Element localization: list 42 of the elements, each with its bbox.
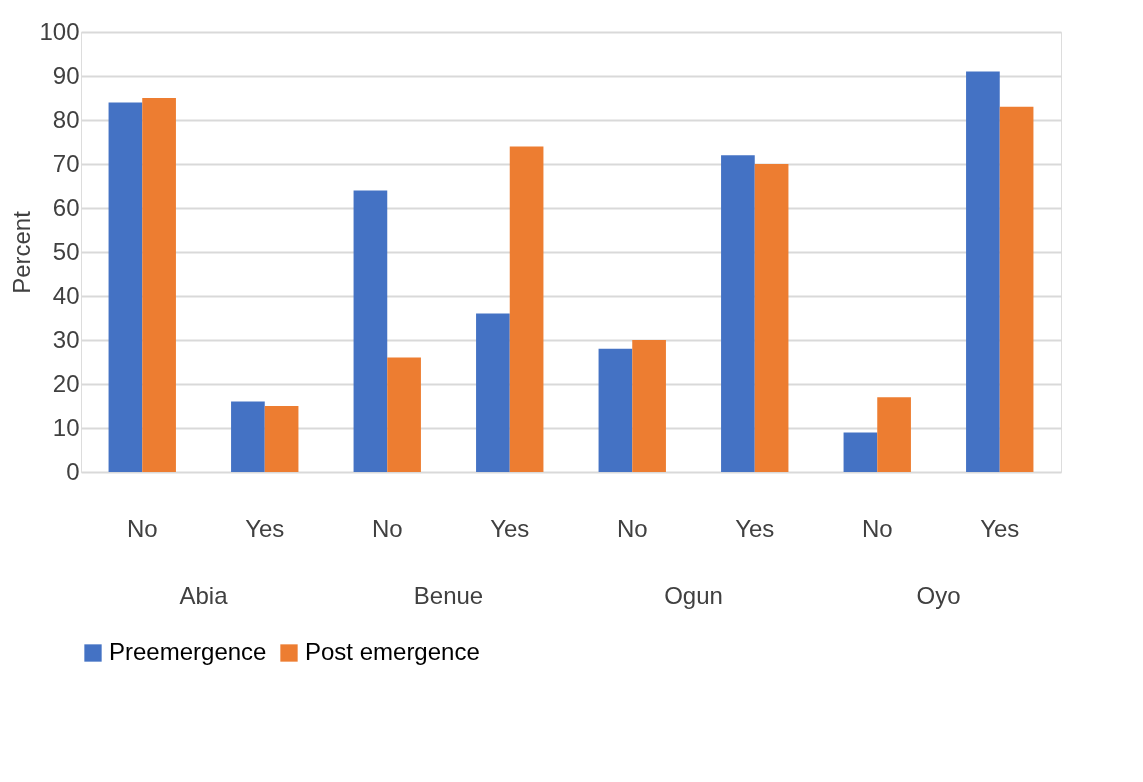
y-tick-label: 70 xyxy=(52,149,80,177)
bar xyxy=(843,432,878,472)
x-tick-label: Yes xyxy=(245,514,285,542)
legend-label: Preemergence xyxy=(109,638,267,665)
bar xyxy=(353,190,388,472)
y-tick-label: 10 xyxy=(52,413,80,441)
legend-label: Post emergence xyxy=(305,638,480,665)
y-tick-label: 60 xyxy=(52,193,80,221)
y-tick-label: 50 xyxy=(52,237,80,265)
bar xyxy=(877,397,911,472)
text: Ogun xyxy=(664,582,723,609)
y-tick-label: 20 xyxy=(52,369,80,397)
bar xyxy=(142,98,176,472)
bar xyxy=(598,348,633,472)
bar xyxy=(108,102,143,472)
bar xyxy=(231,401,265,472)
bar xyxy=(387,357,421,472)
x-tick-label: Yes xyxy=(490,514,530,542)
bar xyxy=(476,313,510,472)
x-tick-label: No xyxy=(861,514,893,542)
bar xyxy=(754,164,789,472)
bar xyxy=(632,340,666,472)
bar xyxy=(721,155,755,472)
x-tick-label: No xyxy=(371,514,403,542)
bar xyxy=(509,146,544,472)
x-tick-label: Yes xyxy=(735,514,775,542)
bar xyxy=(966,71,1000,472)
x-tick-label: No xyxy=(126,514,158,542)
y-tick-label: 80 xyxy=(52,105,80,133)
y-axis-title: Percent xyxy=(8,210,36,294)
y-tick-label: 30 xyxy=(52,325,80,353)
y-tick-label: 90 xyxy=(52,61,80,89)
bar xyxy=(264,406,299,472)
x-tick-label: No xyxy=(616,514,648,542)
x-tick-label: Yes xyxy=(980,514,1020,542)
bar xyxy=(999,106,1034,472)
y-tick-label: 0 xyxy=(66,457,80,485)
text: Abia xyxy=(179,582,229,609)
y-tick-label: 100 xyxy=(39,17,80,45)
text: Benue xyxy=(413,582,484,609)
y-tick-label: 40 xyxy=(52,281,80,309)
text: Oyo xyxy=(916,582,961,609)
